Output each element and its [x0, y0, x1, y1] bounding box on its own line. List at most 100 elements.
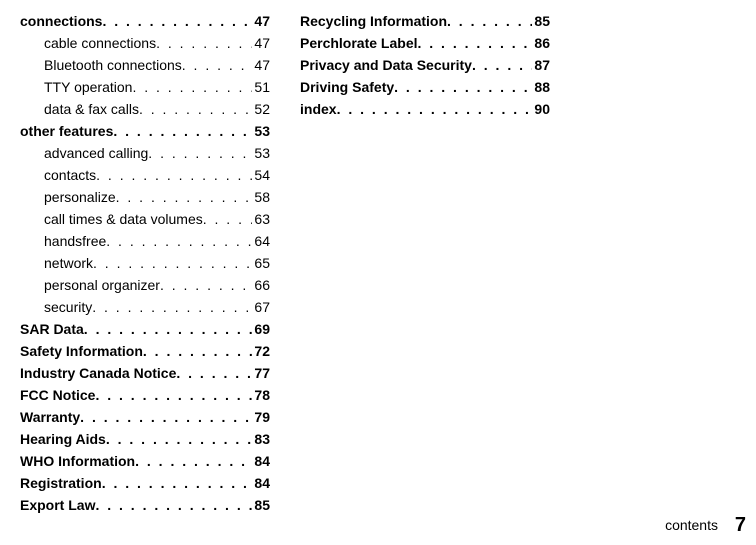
toc-entry: handsfree64	[20, 230, 270, 252]
toc-entry-label: WHO Information	[20, 450, 135, 472]
toc-entry-leader	[132, 76, 252, 98]
toc-entry: Safety Information 72	[20, 340, 270, 362]
toc-entry-label: personal organizer	[44, 274, 160, 296]
toc-entry-label: Industry Canada Notice	[20, 362, 176, 384]
toc-entry: security 67	[20, 296, 270, 318]
toc-entry-page: 79	[252, 406, 270, 428]
toc-entry-leader	[102, 10, 252, 32]
toc-entry-label: Perchlorate Label	[300, 32, 418, 54]
toc-entry-page: 90	[532, 98, 550, 120]
toc-entry: call times & data volumes 63	[20, 208, 270, 230]
toc-entry: network65	[20, 252, 270, 274]
toc-entry-label: SAR Data	[20, 318, 84, 340]
toc-entry-leader	[95, 494, 252, 516]
footer-label: contents	[665, 517, 718, 533]
toc-entry: contacts 54	[20, 164, 270, 186]
toc-entry-label: Export Law	[20, 494, 95, 516]
toc-entry-label: FCC Notice	[20, 384, 95, 406]
toc-entry-leader	[135, 450, 252, 472]
toc-entry: Driving Safety88	[300, 76, 550, 98]
toc-entry: Registration84	[20, 472, 270, 494]
toc-entry-label: data & fax calls	[44, 98, 139, 120]
toc-entry-leader	[139, 98, 252, 120]
toc-entry: WHO Information 84	[20, 450, 270, 472]
toc-entry-page: 78	[252, 384, 270, 406]
toc-entry-leader	[143, 340, 253, 362]
toc-entry-label: call times & data volumes	[44, 208, 203, 230]
toc-entry-page: 47	[252, 32, 270, 54]
page-number: 7	[735, 514, 746, 537]
toc-entry: index 90	[300, 98, 550, 120]
toc-entry-label: Safety Information	[20, 340, 143, 362]
toc-entry: Perchlorate Label 86	[300, 32, 550, 54]
toc-entry-page: 83	[252, 428, 270, 450]
toc-entry-page: 87	[532, 54, 550, 76]
toc-entry-page: 85	[532, 10, 550, 32]
toc-entry-label: connections	[20, 10, 102, 32]
toc-entry: Hearing Aids83	[20, 428, 270, 450]
toc-entry-label: index	[300, 98, 337, 120]
toc-entry: SAR Data 69	[20, 318, 270, 340]
toc-entry-label: Privacy and Data Security	[300, 54, 472, 76]
toc-entry-leader	[106, 230, 252, 252]
toc-entry-page: 52	[252, 98, 270, 120]
toc-entry-page: 84	[252, 450, 270, 472]
toc-entry-label: personalize	[44, 186, 116, 208]
toc-entry-page: 47	[252, 10, 270, 32]
toc-entry-page: 51	[252, 76, 270, 98]
toc-entry-page: 85	[252, 494, 270, 516]
toc-entry: connections 47	[20, 10, 270, 32]
toc-entry-leader	[80, 406, 252, 428]
toc-entry-leader	[93, 252, 252, 274]
toc-entry-page: 72	[252, 340, 270, 362]
toc-entry: Industry Canada Notice77	[20, 362, 270, 384]
toc-entry-label: Driving Safety	[300, 76, 394, 98]
toc-entry: advanced calling53	[20, 142, 270, 164]
toc-entry-page: 53	[252, 120, 270, 142]
toc-entry-label: advanced calling	[44, 142, 148, 164]
toc-entry-leader	[106, 428, 253, 450]
toc-entry-leader	[176, 362, 252, 384]
toc-entry-label: cable connections	[44, 32, 156, 54]
toc-entry: cable connections 47	[20, 32, 270, 54]
toc-entry-leader	[116, 186, 253, 208]
toc-columns: connections47cable connections47Bluetoot…	[0, 0, 756, 516]
toc-entry-page: 86	[532, 32, 550, 54]
toc-entry-page: 64	[252, 230, 270, 252]
toc-entry: Bluetooth connections 47	[20, 54, 270, 76]
toc-entry-page: 63	[252, 208, 270, 230]
toc-entry-leader	[84, 318, 253, 340]
toc-entry-leader	[92, 296, 252, 318]
toc-entry-label: other features	[20, 120, 113, 142]
toc-entry-label: contacts	[44, 164, 96, 186]
toc-entry-label: Registration	[20, 472, 102, 494]
toc-entry-label: TTY operation	[44, 76, 132, 98]
toc-entry-leader	[472, 54, 532, 76]
toc-entry: TTY operation 51	[20, 76, 270, 98]
toc-entry-page: 47	[252, 54, 270, 76]
toc-entry: personal organizer66	[20, 274, 270, 296]
toc-entry-leader	[394, 76, 532, 98]
toc-entry-leader	[113, 120, 252, 142]
toc-column-1: connections47cable connections47Bluetoot…	[20, 10, 270, 516]
toc-entry-label: Bluetooth connections	[44, 54, 182, 76]
toc-entry-page: 69	[252, 318, 270, 340]
toc-entry: personalize 58	[20, 186, 270, 208]
toc-entry-leader	[182, 54, 253, 76]
toc-entry-leader	[447, 10, 532, 32]
toc-entry-leader	[418, 32, 533, 54]
toc-entry-leader	[102, 472, 253, 494]
toc-entry-label: Recycling Information	[300, 10, 447, 32]
toc-entry: other features 53	[20, 120, 270, 142]
toc-entry-page: 67	[252, 296, 270, 318]
toc-entry-label: security	[44, 296, 92, 318]
toc-entry: Warranty79	[20, 406, 270, 428]
toc-entry: data & fax calls 52	[20, 98, 270, 120]
toc-entry-page: 54	[252, 164, 270, 186]
toc-entry: FCC Notice 78	[20, 384, 270, 406]
toc-entry-page: 58	[252, 186, 270, 208]
toc-entry-leader	[160, 274, 252, 296]
toc-entry-leader	[95, 384, 252, 406]
toc-entry: Export Law 85	[20, 494, 270, 516]
toc-entry-leader	[148, 142, 252, 164]
